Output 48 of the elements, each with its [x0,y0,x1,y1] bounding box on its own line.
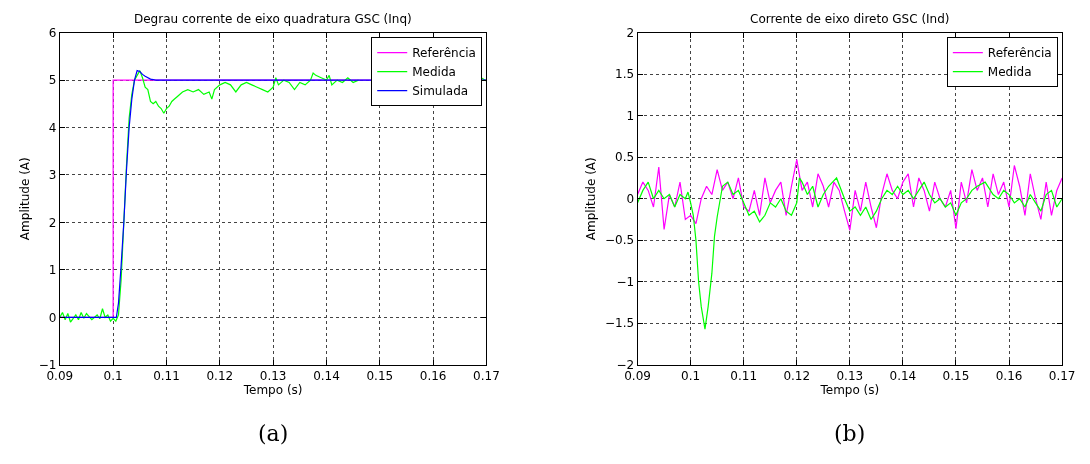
x-tick-label: 0.11 [730,369,758,384]
y-tick-label: 1.5 [615,67,635,82]
y-tick-label: 0.5 [615,150,635,165]
x-tick-label: 0.17 [473,369,500,384]
x-tick-label: 0.09 [46,369,74,384]
y-tick-label: −0.5 [605,233,635,248]
y-tick-label: −1.5 [605,316,635,331]
chart-title: Corrente de eixo direto GSC (Ind) [750,12,950,26]
y-tick-label: 2 [626,25,635,40]
y-tick-label: 1 [626,108,635,123]
x-tick-label: 0.11 [153,369,180,384]
x-tick-label: 0.12 [783,369,811,384]
x-tick-label: 0.13 [259,369,287,384]
legend-label: Referência [412,46,476,61]
y-tick-label: 6 [48,25,57,40]
y-tick-label: −2 [616,357,635,372]
chart-title: Degrau corrente de eixo quadratura GSC (Inq) [134,12,412,26]
y-tick-label: −1 [616,274,635,289]
y-tick-label: 0 [626,191,635,206]
y-tick-label: 3 [48,168,57,183]
x-tick-label: 0.15 [366,369,394,384]
x-tick-label: 0.17 [1048,369,1076,384]
x-tick-label: 0.12 [206,369,234,384]
y-tick-label: 0 [48,310,57,325]
y-tick-label: 5 [48,73,57,88]
x-axis-title: Tempo (s) [819,383,880,398]
x-tick-label: 0.13 [836,369,864,384]
x-tick-label: 0.15 [942,369,970,384]
y-tick-label: 1 [48,263,57,278]
y-tick-label: 4 [48,120,57,135]
x-tick-label: 0.14 [313,369,340,384]
text: (b) [834,421,866,446]
x-tick-label: 0.14 [889,369,917,384]
text: (a) [258,421,289,446]
y-tick-label: 2 [48,215,57,230]
y-axis-title: Amplitude (A) [18,157,33,241]
x-tick-label: 0.16 [419,369,447,384]
legend-label: Simulada [412,84,469,99]
legend-label: Referência [987,46,1052,61]
y-tick-label: −1 [38,357,57,372]
x-tick-label: 0.1 [103,369,123,384]
x-tick-label: 0.1 [681,369,701,384]
x-tick-label: 0.16 [995,369,1023,384]
legend-label: Medida [412,65,456,80]
legend-label: Medida [987,65,1032,80]
x-tick-label: 0.09 [624,369,651,384]
y-axis-title: Amplitude (A) [584,157,599,241]
x-axis-title: Tempo (s) [242,383,303,398]
